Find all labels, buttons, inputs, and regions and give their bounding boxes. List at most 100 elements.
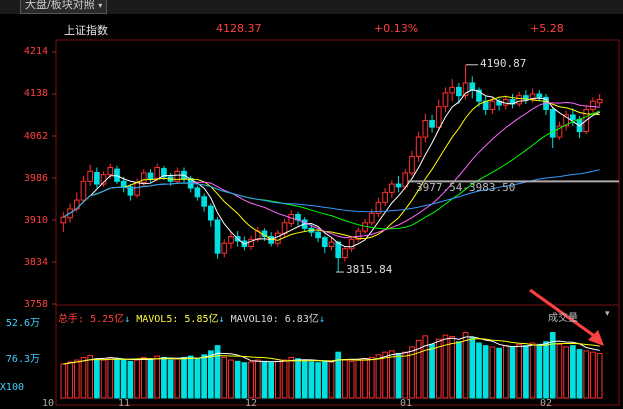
candle-body <box>523 95 529 101</box>
volume-bar <box>94 358 100 399</box>
volume-bar <box>308 361 315 399</box>
volume-bar <box>442 334 449 399</box>
chevron-down-icon[interactable]: ▾ <box>605 309 610 319</box>
volume-bar <box>107 356 114 399</box>
candle-body <box>449 86 456 94</box>
volume-bar <box>315 362 321 399</box>
y-tick-label: 4062 <box>23 131 48 142</box>
volume-bar <box>489 346 496 399</box>
x-tick-label: 10 <box>42 398 55 409</box>
volume-bar <box>415 339 422 399</box>
low-annotation: 3815.84 <box>346 263 393 276</box>
index-change: +5.28 <box>530 22 564 35</box>
volume-bar <box>509 346 516 399</box>
volume-panel-border <box>55 304 620 406</box>
mavol10-value: 6.83亿 <box>284 314 319 325</box>
candle-body <box>114 168 120 182</box>
candle-body <box>388 183 395 193</box>
top-bar: 大盘/板块对照 ▾ <box>0 0 623 14</box>
volume-bar <box>120 359 127 399</box>
volume-bar <box>382 351 388 399</box>
volume-bar <box>234 360 241 399</box>
volume-bar <box>569 345 576 399</box>
ma10-line <box>63 96 600 241</box>
volume-bar <box>583 350 590 399</box>
y-tick-label: 3758 <box>23 299 48 310</box>
volume-bar <box>80 356 87 399</box>
chevron-down-icon[interactable]: ▾ <box>98 1 103 10</box>
volume-bar <box>281 359 288 399</box>
volume-bar <box>87 354 94 399</box>
volume-indicator-name[interactable]: 成交量 <box>548 313 578 324</box>
volume-bar <box>261 360 268 399</box>
x-tick-label: 12 <box>245 398 258 409</box>
volume-bar <box>321 360 328 399</box>
market-compare-tab[interactable]: 大盘/板块对照 ▾ <box>20 0 108 14</box>
x-tick-label: 11 <box>118 398 131 409</box>
mavol10-line <box>63 338 600 365</box>
candle-body <box>335 241 342 259</box>
volume-bar <box>288 356 295 399</box>
volume-bar <box>529 342 536 399</box>
volume-bar <box>402 351 409 399</box>
candle-body <box>590 100 596 110</box>
candle-body <box>201 196 207 207</box>
y-tick-label: 4214 <box>23 46 48 57</box>
candle-body <box>147 172 154 180</box>
mavol5-label: MAVOL5: <box>136 314 179 325</box>
volume-bar <box>134 359 140 399</box>
volume-bar <box>73 359 80 399</box>
volume-bar <box>469 337 476 399</box>
index-change-pct: +0.13% <box>374 22 419 35</box>
candle-body <box>422 120 429 138</box>
candle-body <box>536 93 543 98</box>
candle-body <box>315 231 321 239</box>
candle-body <box>556 125 563 138</box>
volume-bar <box>167 359 174 399</box>
candle-body <box>275 232 281 244</box>
volume-bar <box>127 360 134 399</box>
candle-body <box>382 191 388 203</box>
red-arrow-head <box>588 330 604 346</box>
down-arrow-icon: ↓ <box>218 314 225 325</box>
volume-bar <box>335 351 342 399</box>
volume-bar <box>590 351 596 399</box>
candle-body <box>489 100 496 110</box>
candle-body <box>194 187 201 198</box>
candle-body <box>87 170 94 182</box>
candle-body <box>375 201 382 214</box>
y-tick-label: 3986 <box>23 173 48 184</box>
volume-bar <box>523 345 529 399</box>
candle-body <box>80 180 87 201</box>
volume-bar <box>187 355 194 399</box>
volume-bar <box>147 358 154 399</box>
volume-bar <box>409 346 415 399</box>
volume-y-label: 52.6万 <box>5 318 40 329</box>
volume-bar <box>362 358 368 399</box>
candle-body <box>402 172 409 188</box>
volume-bar <box>100 359 107 399</box>
total-volume-label: 总手: <box>58 314 85 325</box>
volume-bar <box>368 356 375 399</box>
red-arrow-shaft <box>529 288 601 342</box>
candle-body <box>161 168 167 178</box>
price-panel-border <box>55 39 620 306</box>
volume-header: 总手: 5.25亿↓ MAVOL5: 5.85亿↓ MAVOL10: 6.83亿… <box>58 310 325 325</box>
volume-bar <box>174 358 181 399</box>
y-tick-label: 3834 <box>23 257 48 268</box>
volume-y-label: X100 <box>0 382 24 393</box>
candle-body <box>281 222 288 234</box>
volume-bar <box>342 359 348 399</box>
candle-body <box>596 99 603 104</box>
candle-body <box>140 172 147 183</box>
ma5-line <box>63 89 600 248</box>
candle-body <box>154 167 161 180</box>
candle-body <box>120 180 127 188</box>
volume-bar <box>295 358 301 399</box>
volume-bar <box>435 338 442 399</box>
candle-body <box>549 108 556 138</box>
volume-bar <box>536 343 543 399</box>
candle-body <box>348 238 355 250</box>
ma60-line <box>63 169 600 218</box>
volume-bar <box>241 362 248 399</box>
